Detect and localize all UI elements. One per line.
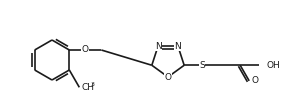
Text: N: N — [155, 42, 162, 51]
Text: OH: OH — [266, 61, 280, 70]
Text: O: O — [164, 72, 171, 81]
Text: O: O — [82, 46, 89, 55]
Text: N: N — [175, 42, 181, 51]
Text: S: S — [199, 61, 205, 70]
Text: 3: 3 — [91, 82, 95, 87]
Text: CH: CH — [81, 83, 94, 92]
Text: O: O — [251, 76, 258, 85]
